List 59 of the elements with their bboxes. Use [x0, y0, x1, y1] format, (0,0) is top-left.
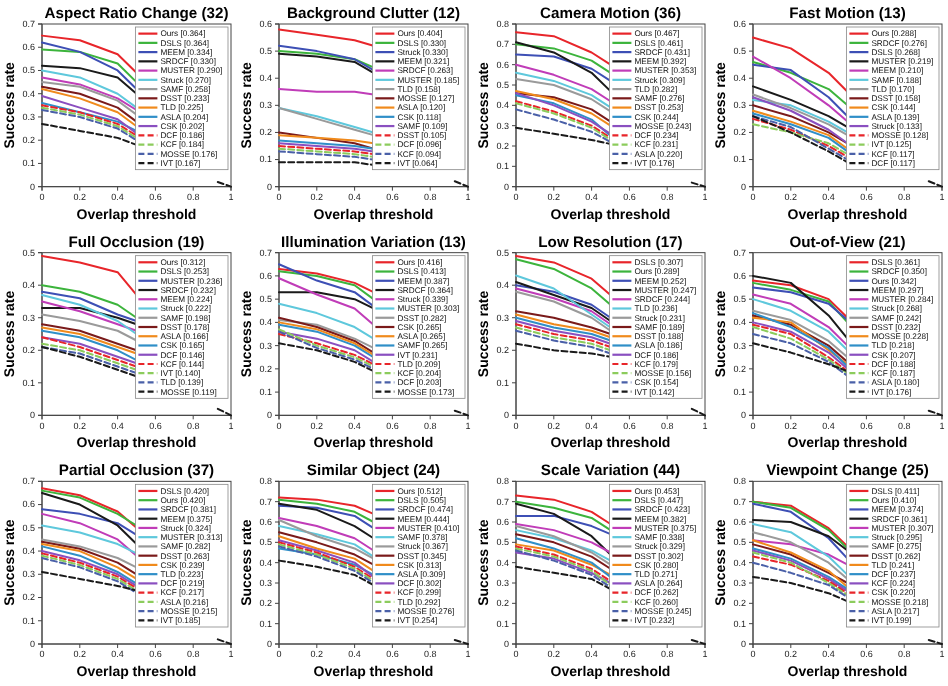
line-series: [41, 512, 138, 557]
line-series: [752, 518, 849, 552]
line-series: [278, 277, 375, 326]
line-series: [515, 494, 612, 526]
line-series: [41, 290, 138, 322]
line-series: [41, 254, 138, 296]
line-series: [278, 267, 375, 294]
line-series: [752, 85, 849, 129]
line-series: [41, 293, 138, 335]
line-series: [278, 52, 375, 74]
line-series: [41, 313, 138, 342]
line-series: [278, 50, 375, 69]
line-series: [278, 270, 375, 301]
line-series: [515, 258, 612, 306]
line-series: [515, 523, 612, 554]
line-series: [41, 524, 138, 555]
line-series: [752, 539, 849, 566]
line-series: [41, 329, 138, 362]
line-series: [278, 518, 375, 560]
line-series: [41, 508, 138, 536]
line-series: [515, 71, 612, 109]
line-series: [752, 274, 849, 340]
line-series: [752, 333, 849, 377]
line-series: [515, 77, 612, 113]
line-series: [515, 53, 612, 82]
line-series: [41, 69, 138, 109]
line-series: [752, 60, 849, 107]
line-series: [515, 502, 612, 556]
line-series: [278, 302, 375, 340]
line-series: [278, 525, 375, 558]
line-series: [41, 34, 138, 74]
line-series: [278, 498, 375, 523]
line-series: [515, 500, 612, 532]
line-series: [41, 284, 138, 319]
line-series: [41, 64, 138, 95]
line-series: [752, 502, 849, 560]
line-series: [278, 531, 375, 566]
line-series: [278, 28, 375, 47]
line-series: [752, 36, 849, 93]
line-series: [41, 491, 138, 546]
line-series: [278, 496, 375, 515]
line-series: [752, 531, 849, 580]
line-series: [515, 533, 612, 570]
line-series: [515, 43, 612, 74]
line-series: [515, 63, 612, 103]
line-series: [41, 300, 138, 332]
line-series: [278, 263, 375, 308]
line-series: [278, 44, 375, 72]
line-series: [752, 96, 849, 145]
line-series: [278, 516, 375, 552]
line-series: [515, 254, 612, 296]
line-series: [752, 523, 849, 576]
line-series: [278, 131, 375, 150]
line-series: [515, 108, 612, 143]
line-series: [515, 41, 612, 93]
line-series: [41, 538, 138, 569]
line-series: [278, 502, 375, 540]
line-series: [278, 504, 375, 530]
line-series: [515, 31, 612, 66]
